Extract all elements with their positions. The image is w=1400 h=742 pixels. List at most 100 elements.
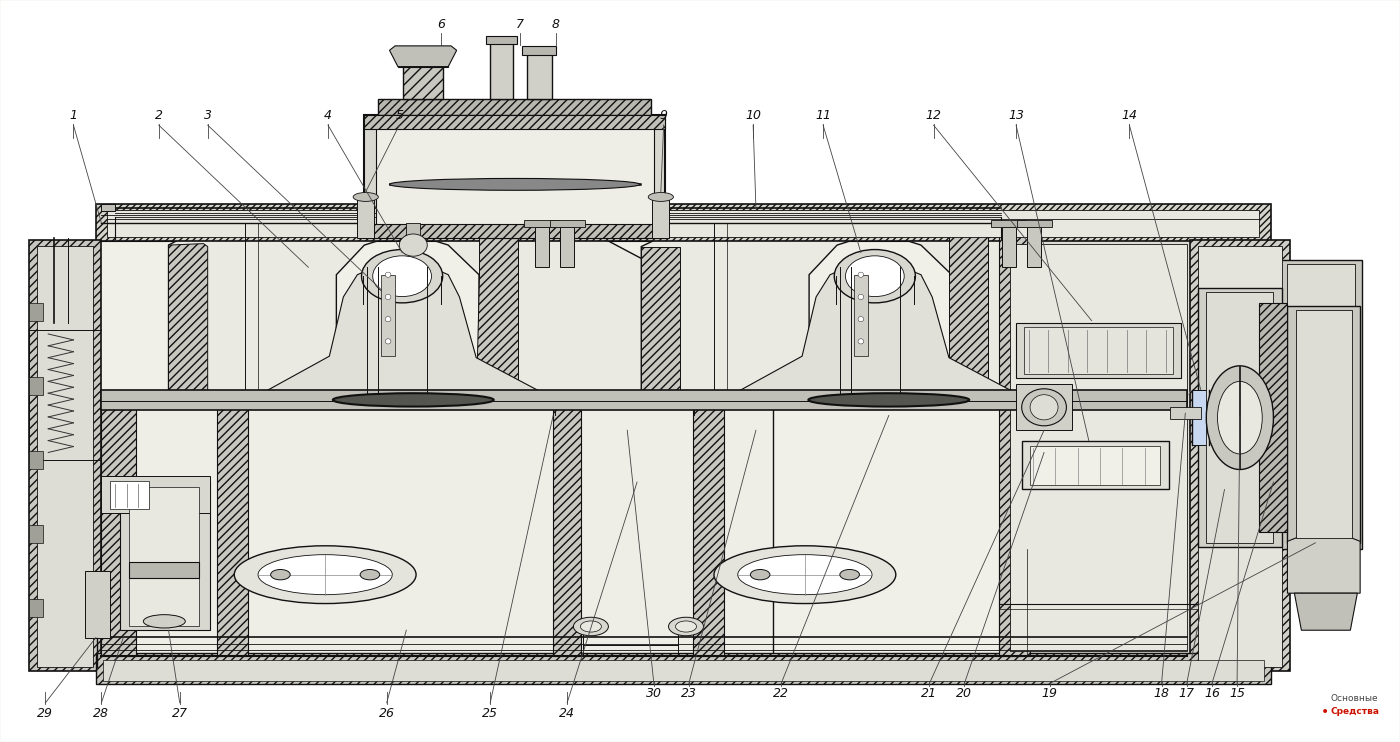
Bar — [28, 525, 42, 543]
Bar — [95, 241, 1271, 656]
Bar — [1198, 288, 1282, 548]
Bar — [1028, 226, 1042, 267]
Bar — [1296, 310, 1352, 539]
Bar — [1011, 243, 1187, 651]
Ellipse shape — [648, 192, 673, 201]
Ellipse shape — [234, 546, 416, 603]
Bar — [101, 476, 210, 513]
Bar — [357, 197, 374, 237]
Ellipse shape — [399, 234, 427, 256]
Ellipse shape — [270, 569, 290, 580]
Text: 16: 16 — [1204, 686, 1219, 700]
Polygon shape — [389, 46, 456, 67]
Text: 18: 18 — [1154, 686, 1169, 700]
Bar — [95, 204, 1271, 241]
Ellipse shape — [676, 621, 697, 632]
Text: 2: 2 — [155, 109, 162, 122]
Bar — [526, 51, 552, 99]
Ellipse shape — [389, 178, 640, 190]
Ellipse shape — [361, 249, 442, 303]
Ellipse shape — [574, 617, 609, 636]
Bar — [991, 220, 1026, 227]
Polygon shape — [732, 267, 1019, 395]
Polygon shape — [476, 232, 518, 395]
Ellipse shape — [385, 317, 391, 322]
Ellipse shape — [258, 555, 392, 594]
Bar — [101, 203, 115, 211]
Bar — [1190, 240, 1291, 671]
Ellipse shape — [353, 192, 378, 201]
Bar — [364, 116, 665, 237]
Bar — [524, 220, 559, 227]
Text: 12: 12 — [925, 109, 942, 122]
Bar — [1260, 303, 1288, 533]
Bar — [1002, 226, 1016, 267]
Bar — [129, 487, 199, 626]
Polygon shape — [949, 232, 988, 395]
Ellipse shape — [385, 295, 391, 300]
Text: 24: 24 — [559, 706, 575, 720]
Bar — [84, 571, 109, 637]
Text: 6: 6 — [437, 18, 445, 31]
Bar — [490, 39, 512, 99]
Bar — [1170, 407, 1201, 419]
Polygon shape — [168, 243, 207, 395]
Text: Основные: Основные — [1331, 694, 1379, 703]
Text: Средства: Средства — [1331, 707, 1380, 716]
Bar — [106, 210, 1260, 237]
Ellipse shape — [1022, 389, 1067, 426]
Bar — [119, 482, 210, 630]
Bar — [109, 481, 148, 509]
Bar — [381, 275, 395, 356]
Bar — [102, 660, 1264, 680]
Bar — [375, 122, 654, 232]
Ellipse shape — [360, 569, 379, 580]
Bar — [1016, 384, 1072, 430]
Bar — [217, 404, 248, 656]
Polygon shape — [1288, 531, 1361, 593]
Bar — [1001, 238, 1197, 656]
Bar — [403, 64, 442, 99]
Text: 19: 19 — [1042, 686, 1057, 700]
Text: 22: 22 — [773, 686, 790, 700]
Ellipse shape — [858, 295, 864, 300]
Ellipse shape — [385, 272, 391, 278]
Bar — [28, 451, 42, 469]
Text: 7: 7 — [515, 18, 524, 31]
Text: 8: 8 — [552, 18, 560, 31]
Text: 21: 21 — [921, 686, 938, 700]
Bar — [1288, 263, 1355, 545]
Text: 13: 13 — [1008, 109, 1023, 122]
Ellipse shape — [1207, 366, 1274, 470]
Bar — [95, 653, 1271, 684]
Polygon shape — [259, 267, 546, 395]
Ellipse shape — [143, 614, 185, 628]
Bar — [28, 240, 101, 671]
Bar — [522, 46, 556, 55]
Polygon shape — [641, 226, 1120, 395]
Bar — [1030, 446, 1161, 485]
Text: 14: 14 — [1121, 109, 1137, 122]
Bar — [1018, 220, 1053, 227]
Bar — [1193, 390, 1210, 445]
Bar — [550, 220, 585, 227]
Text: 30: 30 — [645, 686, 662, 700]
Text: 4: 4 — [323, 109, 332, 122]
Bar — [1281, 260, 1362, 549]
Text: 10: 10 — [745, 109, 762, 122]
Bar — [535, 226, 549, 267]
Ellipse shape — [333, 393, 494, 407]
Ellipse shape — [669, 617, 703, 636]
Bar — [560, 226, 574, 267]
Text: 5: 5 — [395, 109, 403, 122]
Bar — [101, 404, 136, 656]
Text: 26: 26 — [379, 706, 395, 720]
Bar — [364, 224, 665, 237]
Bar — [1025, 327, 1173, 374]
Bar — [1000, 226, 1030, 656]
Bar — [693, 404, 724, 656]
Bar — [28, 303, 42, 321]
Bar — [1198, 246, 1282, 666]
Ellipse shape — [738, 555, 872, 594]
Text: 11: 11 — [815, 109, 832, 122]
